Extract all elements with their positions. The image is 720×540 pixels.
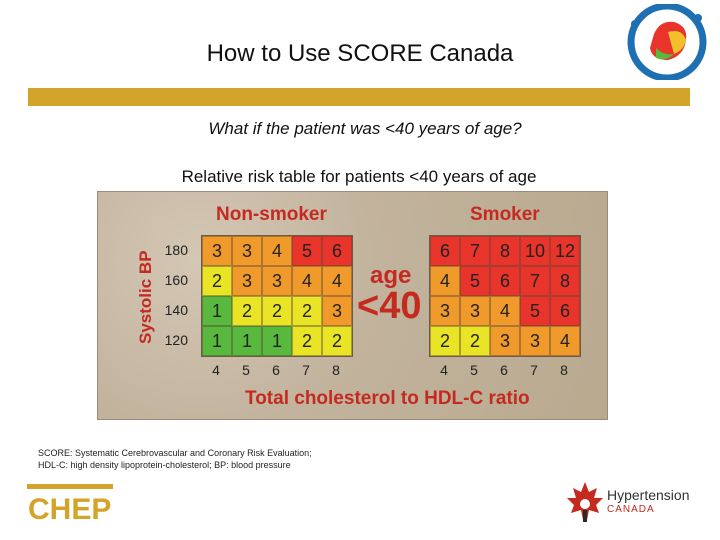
risk-cell: 6 [430, 236, 460, 266]
risk-cell: 4 [292, 266, 322, 296]
risk-cell: 3 [262, 266, 292, 296]
risk-cell: 3 [232, 266, 262, 296]
slide-title: How to Use SCORE Canada [206, 40, 514, 67]
risk-cell: 4 [430, 266, 460, 296]
risk-cell: 3 [232, 236, 262, 266]
column-label: 7 [302, 362, 310, 378]
risk-cell: 2 [232, 296, 262, 326]
risk-cell: 3 [520, 326, 550, 356]
risk-cell: 5 [520, 296, 550, 326]
risk-cell: 10 [520, 236, 550, 266]
footnote-line-2: HDL-C: high density lipoprotein-choleste… [38, 460, 291, 470]
risk-cell: 3 [202, 236, 232, 266]
row-label: 120 [164, 332, 188, 348]
row-label: 140 [164, 302, 188, 318]
question-text: What if the patient was <40 years of age… [208, 119, 522, 138]
risk-cell: 8 [550, 266, 580, 296]
canada-word: CANADA [607, 504, 655, 515]
nonsmoker-header: Non-smoker [216, 204, 327, 225]
risk-cell: 3 [430, 296, 460, 326]
smoker-grid: 6 7 8 10 12 4 5 6 7 8 3 3 4 5 6 2 2 3 3 4 [429, 235, 581, 357]
y-axis-label: Systolic BP [136, 250, 155, 344]
column-label: 7 [530, 362, 538, 378]
x-axis-label: Total cholesterol to HDL-C ratio [245, 388, 530, 409]
column-label: 6 [272, 362, 280, 378]
risk-table-image: Non-smoker Smoker Systolic BP 180 160 140 1… [97, 191, 608, 420]
risk-cell: 4 [262, 236, 292, 266]
column-label: 5 [470, 362, 478, 378]
column-label: 8 [560, 362, 568, 378]
risk-cell: 5 [460, 266, 490, 296]
risk-cell: 4 [550, 326, 580, 356]
risk-cell: 8 [490, 236, 520, 266]
row-label: 180 [164, 242, 188, 258]
hypertension-canada-logo: Hypertension CANADA [565, 480, 705, 524]
risk-cell: 7 [460, 236, 490, 266]
risk-cell: 1 [232, 326, 262, 356]
column-label: 6 [500, 362, 508, 378]
risk-cell: 2 [202, 266, 232, 296]
risk-cell: 1 [202, 296, 232, 326]
row-label: 160 [164, 272, 188, 288]
risk-cell: 4 [490, 296, 520, 326]
risk-cell: 1 [202, 326, 232, 356]
risk-cell: 6 [322, 236, 352, 266]
maple-leaf-icon [567, 482, 603, 522]
risk-cell: 12 [550, 236, 580, 266]
column-label: 8 [332, 362, 340, 378]
chep-logo: CHEP [27, 484, 113, 522]
risk-cell: 2 [292, 296, 322, 326]
gold-divider [28, 88, 690, 106]
age-value: <40 [357, 285, 422, 327]
risk-cell: 6 [550, 296, 580, 326]
risk-cell: 3 [460, 296, 490, 326]
risk-cell: 5 [292, 236, 322, 266]
smoker-header: Smoker [470, 204, 540, 225]
risk-cell: 7 [520, 266, 550, 296]
risk-cell: 3 [490, 326, 520, 356]
risk-cell: 3 [322, 296, 352, 326]
footnote-line-1: SCORE: Systematic Cerebrovascular and Co… [38, 448, 312, 458]
svg-text:CHEP: CHEP [28, 493, 111, 522]
risk-cell: 6 [490, 266, 520, 296]
hypertension-word: Hypertension [607, 487, 690, 503]
age-label: age [370, 262, 412, 289]
column-label: 4 [212, 362, 220, 378]
column-label: 4 [440, 362, 448, 378]
footnote: SCORE: Systematic Cerebrovascular and Co… [38, 447, 438, 471]
risk-cell: 2 [292, 326, 322, 356]
risk-cell: 2 [322, 326, 352, 356]
risk-cell: 2 [460, 326, 490, 356]
risk-cell: 4 [322, 266, 352, 296]
table-subtitle: Relative risk table for patients <40 yea… [181, 167, 537, 186]
score-canada-logo [627, 4, 707, 80]
risk-cell: 2 [430, 326, 460, 356]
risk-cell: 2 [262, 296, 292, 326]
column-label: 5 [242, 362, 250, 378]
risk-cell: 1 [262, 326, 292, 356]
